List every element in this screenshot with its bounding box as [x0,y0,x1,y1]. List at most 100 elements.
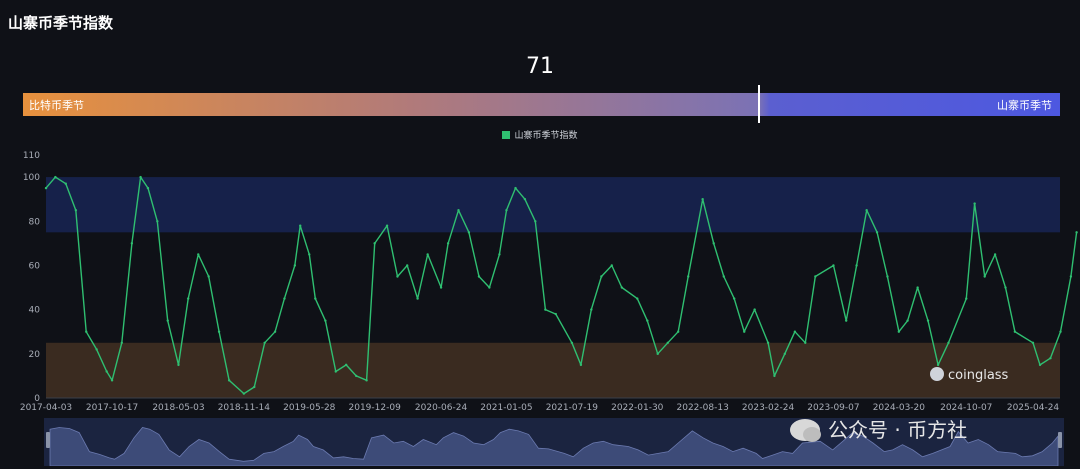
data-point [120,341,123,344]
wechat-icon [790,419,821,442]
zone-band-0 [46,177,1060,233]
data-point [897,330,901,333]
data-point [308,253,311,256]
x-tick-label: 2024-10-07 [940,403,992,413]
data-point [947,341,950,344]
data-point [844,319,848,322]
data-point [110,379,114,382]
data-point [570,341,574,344]
data-point [130,242,134,245]
data-point [139,175,142,179]
data-point [477,275,481,278]
chart-legend[interactable]: 山寨币季节指数 [0,128,1080,141]
data-point [299,224,302,227]
data-point [554,312,557,316]
data-point [166,319,169,322]
data-point [793,330,797,333]
x-tick-label: 2022-08-13 [677,403,729,413]
data-point [64,182,67,185]
coinglass-watermark: coinglass [930,367,1008,383]
x-tick-label: 2018-05-03 [152,403,204,413]
data-point [676,330,680,333]
data-point [439,286,443,289]
data-point [242,392,246,395]
data-point [832,264,835,267]
data-point [620,286,624,289]
data-point [498,253,501,256]
data-point [54,175,57,179]
data-point [253,385,256,389]
data-point [293,264,297,267]
x-tick-label: 2023-02-24 [742,403,795,413]
data-point [886,275,889,278]
data-point [1059,330,1062,333]
legend-swatch [502,131,511,139]
data-point [405,264,409,267]
data-point [1038,363,1042,367]
data-point [105,370,108,373]
data-point [983,275,986,278]
data-point [373,242,376,245]
data-point [505,209,508,212]
data-point [636,297,639,300]
data-point [207,275,210,278]
page-title: 山寨币季节指数 [8,14,114,32]
data-point [656,352,659,356]
y-tick-label: 110 [23,151,40,161]
data-zoom-slider[interactable] [44,418,1064,466]
data-point [446,242,450,245]
data-point [385,224,389,227]
data-point [344,363,348,367]
altcoin-index-line-chart: 0 20 40 60 80 100 110 2017-04-03 2017-10-17 2018-… [20,151,1078,413]
data-point [283,297,286,300]
data-point [396,275,399,278]
x-tick-label: 2021-07-19 [546,403,599,413]
data-point [965,297,968,300]
x-tick-label: 2018-11-14 [218,403,271,413]
data-point [783,352,787,356]
data-point [426,253,429,256]
data-point [666,341,669,344]
data-point [875,231,879,234]
x-tick-label: 2022-01-30 [611,403,664,413]
x-tick-label: 2019-12-09 [349,403,402,413]
bitcoin-season-label: 比特币季节 [29,99,84,112]
data-point [324,319,327,322]
slider-handle-left-icon[interactable] [46,432,50,448]
season-gradient-bar: 比特币季节 山寨币季节 [23,85,1060,123]
data-point [722,275,725,278]
data-point [993,253,997,256]
slider-handle-right-icon[interactable] [1058,432,1062,448]
data-point [906,319,909,322]
data-point [488,286,491,289]
data-point [457,209,460,212]
data-point [85,330,88,333]
data-point [855,264,858,267]
data-point [1075,231,1078,234]
y-tick-label: 0 [34,394,40,404]
season-index-value: 71 [526,54,554,79]
data-point [1069,275,1073,278]
data-point [523,197,527,201]
data-point [1049,357,1052,360]
data-point [590,308,593,311]
x-tick-label: 2023-09-07 [807,403,859,413]
data-point [973,202,976,205]
y-tick-label: 40 [29,306,41,316]
data-point [197,253,200,256]
slider-overview-area [49,427,1059,466]
x-tick-label: 2017-04-03 [20,403,72,413]
data-point [865,209,868,212]
data-point [44,186,48,190]
data-point [1004,286,1007,289]
data-point [74,209,78,212]
data-point [273,330,277,333]
y-tick-label: 80 [29,217,41,227]
altcoin-season-label: 山寨币季节 [997,99,1052,112]
data-point [936,363,940,367]
data-point [814,275,817,278]
coinglass-logo-icon [930,367,944,381]
data-point [916,286,919,289]
data-point [544,308,547,311]
data-point [712,242,715,245]
